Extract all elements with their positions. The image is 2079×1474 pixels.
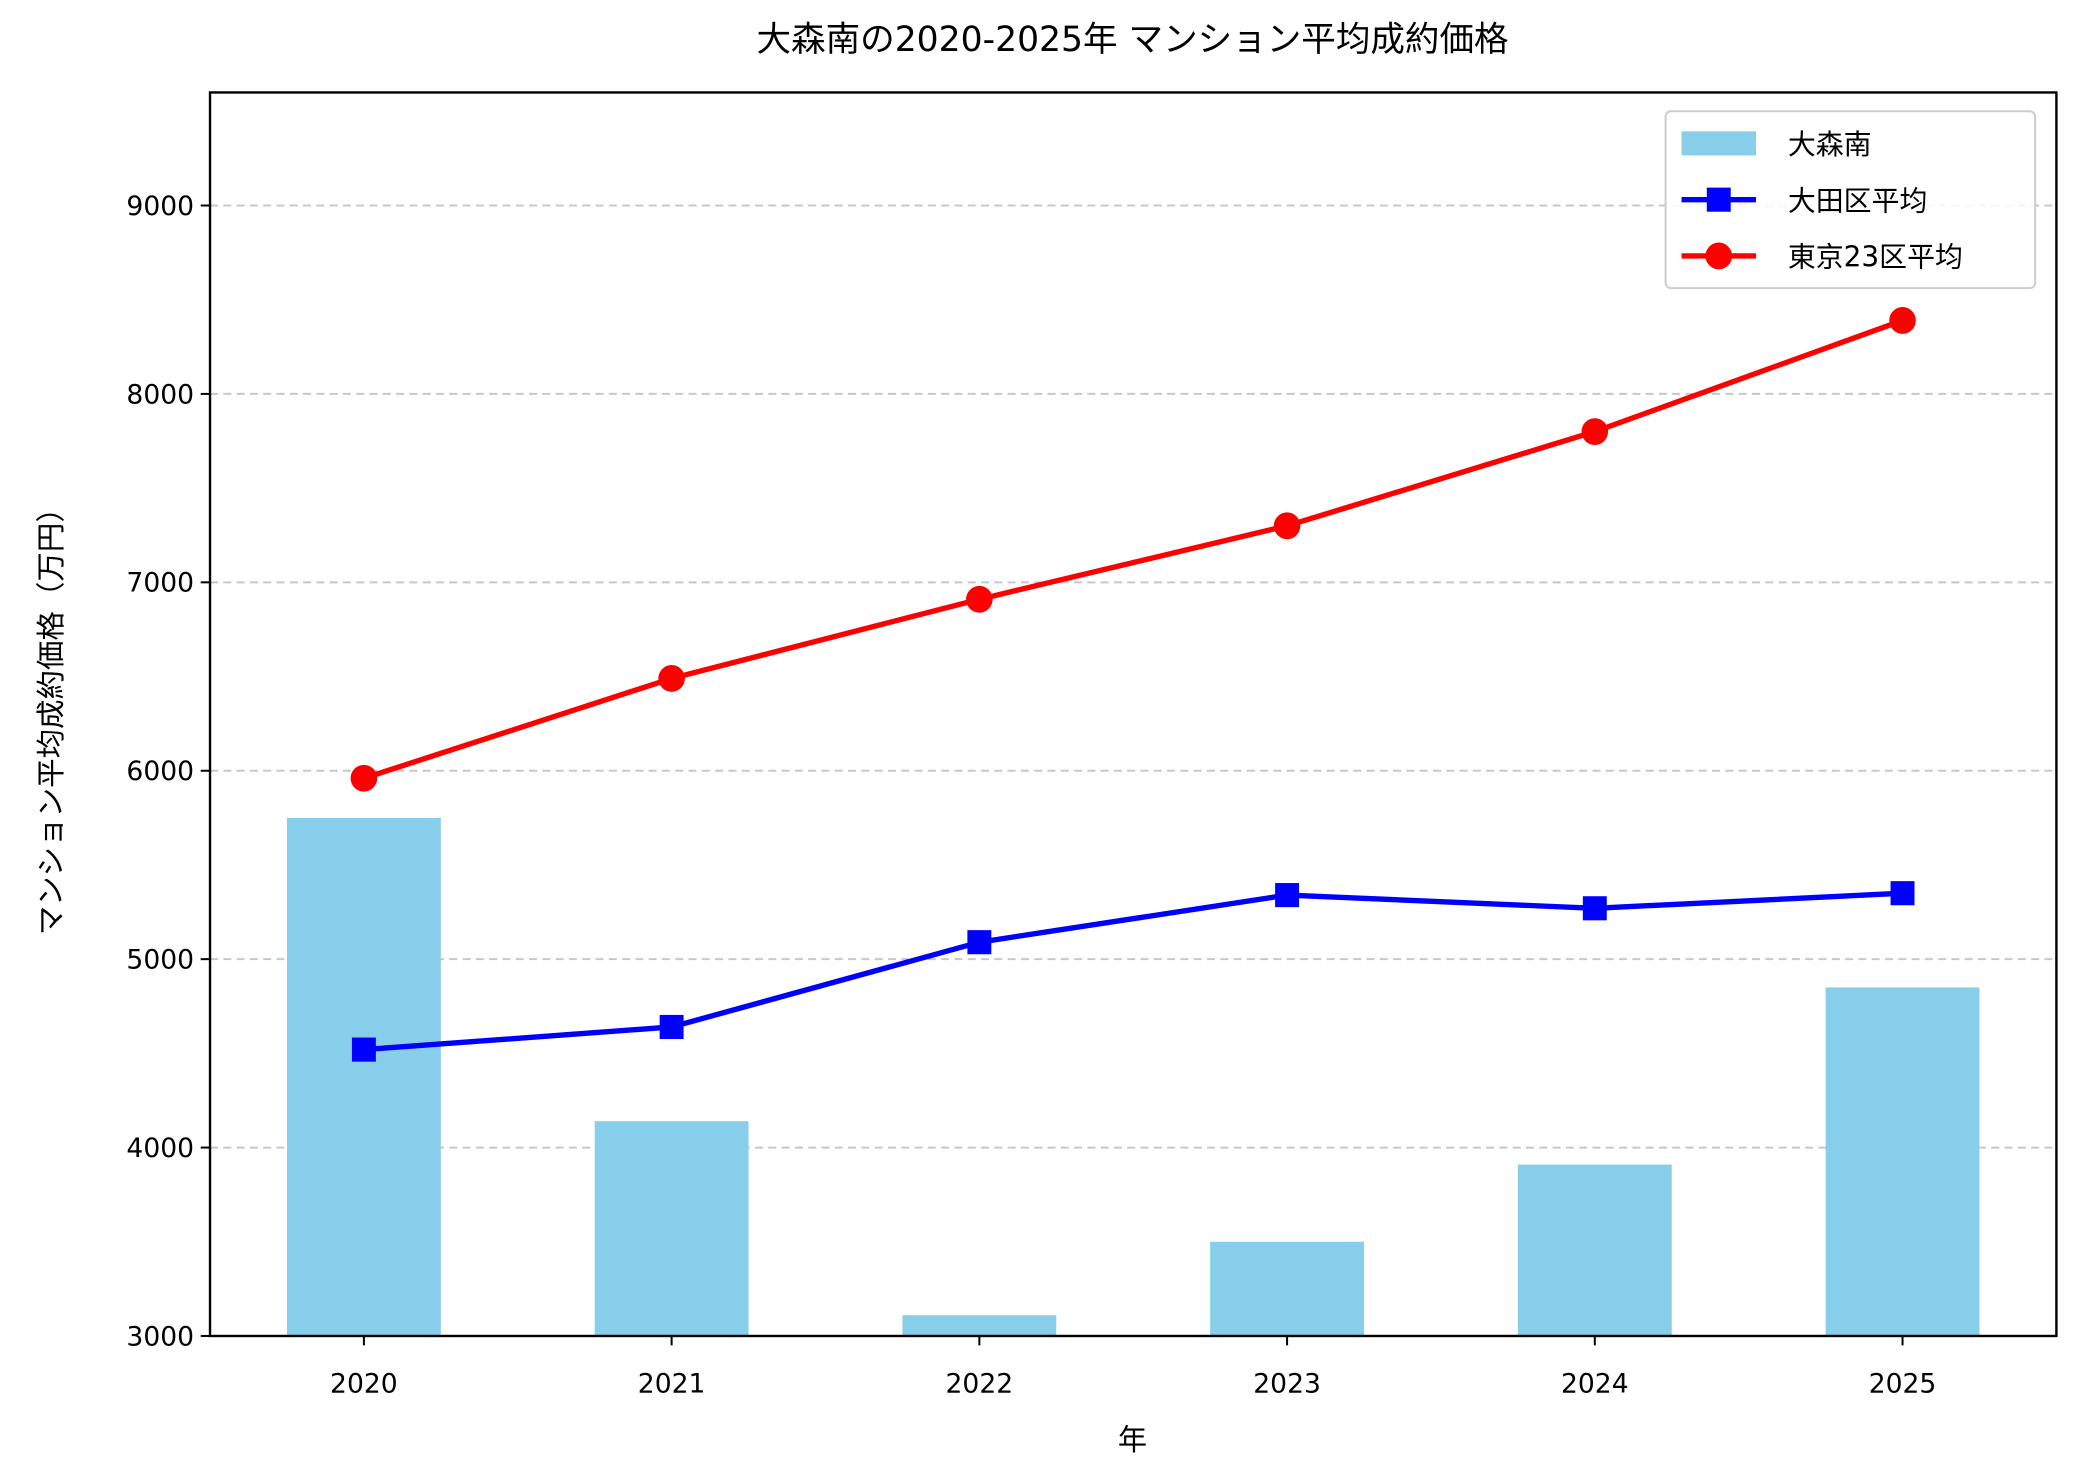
- marker: [967, 930, 992, 955]
- legend-label: 大田区平均: [1788, 184, 1928, 217]
- chart-title: 大森南の2020-2025年 マンション平均成約価格: [757, 20, 1509, 60]
- legend-marker: [1705, 242, 1733, 270]
- x-tick-label: 2024: [1561, 1368, 1629, 1399]
- marker: [1275, 883, 1300, 908]
- x-tick-label: 2023: [1253, 1368, 1321, 1399]
- marker: [351, 1037, 376, 1062]
- legend-swatch: [1681, 131, 1756, 156]
- x-tick-label: 2021: [638, 1368, 706, 1399]
- y-tick-label: 7000: [126, 568, 194, 599]
- y-tick-label: 4000: [126, 1133, 194, 1164]
- legend-box: [1664, 110, 2037, 290]
- marker: [1273, 512, 1301, 540]
- marker: [1581, 418, 1609, 446]
- bar: [1825, 987, 1980, 1336]
- x-tick-label: 2022: [946, 1368, 1014, 1399]
- y-tick-label: 6000: [126, 756, 194, 787]
- legend-label: 東京23区平均: [1788, 241, 1963, 274]
- y-tick-label: 3000: [126, 1321, 194, 1352]
- marker: [350, 764, 378, 792]
- y-axis-label: マンション平均成約価格（万円）: [34, 493, 68, 935]
- bar: [286, 817, 441, 1336]
- x-tick-label: 2020: [330, 1368, 398, 1399]
- y-tick-label: 5000: [126, 944, 194, 975]
- bar: [1517, 1164, 1672, 1336]
- legend-label: 大森南: [1788, 128, 1872, 161]
- bar: [1210, 1241, 1365, 1336]
- marker: [658, 665, 685, 692]
- legend-marker: [1706, 187, 1731, 212]
- marker: [1582, 896, 1607, 921]
- marker: [1889, 307, 1916, 334]
- marker: [659, 1014, 684, 1040]
- x-tick-label: 2025: [1869, 1368, 1937, 1399]
- y-tick-label: 8000: [126, 379, 194, 410]
- bar: [594, 1121, 749, 1336]
- marker: [1890, 881, 1915, 906]
- y-tick-label: 9000: [126, 191, 194, 222]
- plot-frame: [208, 91, 2058, 1338]
- x-axis-label: 年: [1118, 1423, 1147, 1457]
- marker: [966, 585, 993, 613]
- bar: [902, 1315, 1057, 1336]
- line: [363, 317, 1904, 781]
- line: [363, 890, 1903, 1053]
